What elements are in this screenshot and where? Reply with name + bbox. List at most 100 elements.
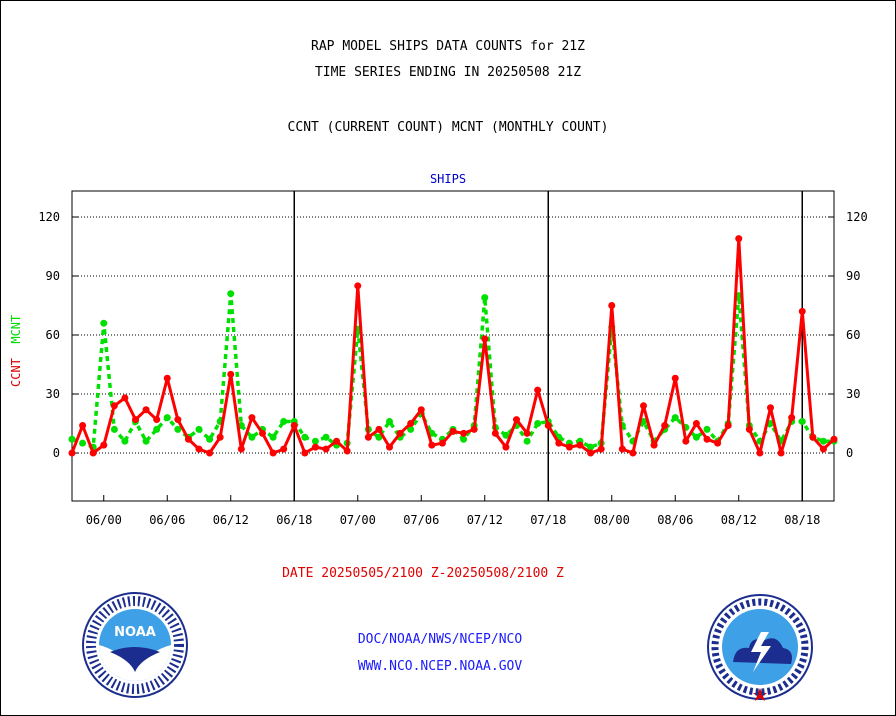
data-point-mcnt: [407, 425, 415, 433]
data-point-ccnt: [364, 433, 372, 441]
y-tick-label: 30: [46, 387, 60, 401]
data-point-ccnt: [375, 425, 383, 433]
data-point-mcnt: [819, 437, 827, 445]
y-tick-label: 120: [38, 210, 60, 224]
data-point-ccnt: [396, 429, 404, 437]
x-tick-label: 07/06: [403, 513, 439, 527]
data-point-ccnt: [248, 414, 256, 422]
data-point-ccnt: [259, 429, 266, 437]
y-tick-label-right: 60: [846, 328, 860, 342]
data-point-mcnt: [68, 435, 76, 443]
data-point-ccnt: [714, 439, 722, 447]
data-point-ccnt: [618, 445, 626, 453]
data-point-ccnt: [756, 449, 764, 457]
data-point-mcnt: [206, 435, 214, 443]
data-point-mcnt: [798, 418, 806, 426]
data-point-mcnt: [703, 425, 711, 433]
chart-title: RAP MODEL SHIPS DATA COUNTS for 21Z: [311, 39, 585, 54]
credit-line-2: WWW.NCO.NCEP.NOAA.GOV: [357, 659, 523, 674]
data-point-mcnt: [153, 425, 161, 433]
data-point-ccnt: [311, 443, 319, 451]
data-point-ccnt: [142, 406, 150, 414]
data-point-mcnt: [386, 418, 393, 426]
data-point-ccnt: [640, 402, 647, 410]
data-point-ccnt: [502, 443, 510, 451]
x-tick-label: 07/12: [467, 513, 503, 527]
data-point-mcnt: [460, 435, 468, 443]
data-point-mcnt: [121, 437, 129, 445]
data-point-ccnt: [608, 302, 616, 309]
data-point-mcnt: [79, 439, 87, 447]
data-point-ccnt: [110, 402, 118, 410]
data-point-ccnt: [745, 425, 753, 433]
data-point-mcnt: [248, 433, 256, 441]
y-tick-label-right: 0: [846, 446, 853, 460]
data-point-ccnt: [438, 439, 446, 447]
data-point-ccnt: [661, 421, 669, 429]
data-point-ccnt: [534, 386, 542, 394]
x-tick-label: 08/00: [594, 513, 630, 527]
data-point-mcnt: [280, 418, 288, 426]
data-point-ccnt: [460, 429, 468, 437]
data-point-ccnt: [671, 374, 679, 382]
data-point-mcnt: [227, 290, 235, 298]
data-point-ccnt: [767, 404, 774, 412]
data-point-ccnt: [121, 394, 129, 402]
data-point-ccnt: [343, 447, 351, 455]
data-point-ccnt: [417, 406, 425, 414]
data-point-ccnt: [407, 420, 415, 427]
data-point-ccnt: [428, 441, 436, 449]
data-point-ccnt: [237, 445, 245, 453]
data-point-ccnt: [703, 435, 711, 443]
data-point-mcnt: [587, 443, 595, 451]
date-range-label: DATE 20250505/2100 Z-20250508/2100 Z: [282, 566, 564, 581]
x-tick-label: 08/06: [657, 513, 693, 527]
data-point-ccnt: [216, 433, 224, 441]
data-point-ccnt: [386, 443, 393, 451]
data-point-mcnt: [481, 294, 489, 302]
data-point-mcnt: [692, 433, 700, 441]
data-point-ccnt: [89, 449, 97, 457]
data-point-ccnt: [153, 416, 161, 424]
data-point-mcnt: [142, 437, 150, 445]
data-point-ccnt: [206, 449, 214, 457]
series-line-ccnt: [70, 237, 836, 455]
data-point-ccnt: [777, 449, 785, 457]
data-point-ccnt: [692, 420, 700, 427]
data-point-mcnt: [523, 437, 531, 445]
data-point-mcnt: [269, 433, 277, 441]
x-tick-label: 07/18: [530, 513, 566, 527]
data-point-mcnt: [100, 319, 108, 327]
data-point-ccnt: [629, 449, 637, 457]
data-point-ccnt: [322, 445, 330, 453]
x-tick-label: 06/06: [149, 513, 185, 527]
credit-line-1: DOC/NOAA/NWS/NCEP/NCO: [357, 632, 523, 647]
data-point-mcnt: [174, 425, 182, 433]
data-point-ccnt: [100, 441, 108, 449]
chart-title-2: TIME SERIES ENDING IN 20250508 21Z: [314, 65, 582, 80]
data-point-ccnt: [565, 443, 573, 451]
data-point-ccnt: [333, 437, 341, 445]
data-point-ccnt: [301, 449, 309, 457]
data-point-ccnt: [788, 414, 796, 422]
series-line-mcnt: [71, 291, 834, 449]
data-point-ccnt: [184, 435, 192, 443]
x-tick-label: 08/18: [784, 513, 820, 527]
x-tick-label: 06/18: [276, 513, 312, 527]
data-point-ccnt: [798, 307, 806, 315]
x-tick-label: 08/12: [721, 513, 757, 527]
data-point-ccnt: [290, 421, 298, 429]
data-point-ccnt: [449, 427, 457, 435]
noaa-logo: NOAA: [82, 592, 188, 698]
x-tick-label: 07/00: [340, 513, 376, 527]
data-point-mcnt: [375, 433, 383, 441]
data-point-mcnt: [311, 437, 319, 445]
data-point-ccnt: [830, 435, 838, 443]
data-point-mcnt: [502, 431, 510, 439]
data-point-ccnt: [227, 370, 235, 378]
data-point-ccnt: [555, 439, 563, 447]
data-point-mcnt: [163, 414, 171, 422]
data-point-ccnt: [576, 441, 584, 449]
y-tick-label-right: 120: [846, 210, 868, 224]
